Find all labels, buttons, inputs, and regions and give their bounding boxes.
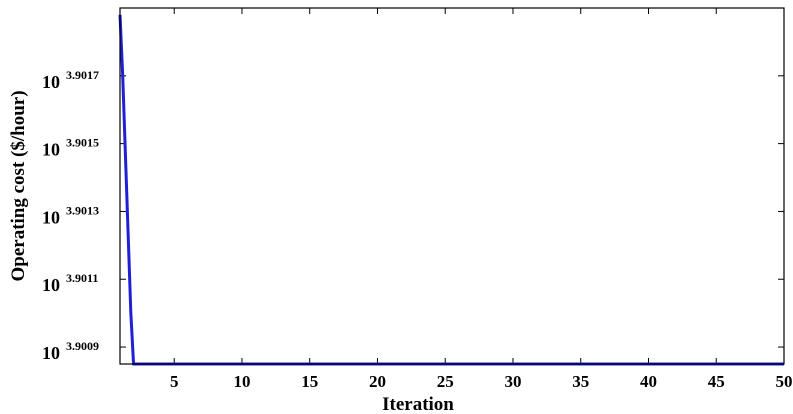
plot-frame	[119, 7, 785, 365]
x-tick-label: 50	[776, 372, 793, 391]
y-tick-label: 10	[42, 343, 60, 363]
x-tick-labels: 5 10 15 20 25 30 35 40 45 50	[170, 372, 793, 391]
x-tick-label: 30	[504, 372, 521, 391]
y-tick-exponent: 3.9017	[66, 68, 99, 82]
y-tick-label: 10	[42, 207, 60, 227]
x-tick-label: 35	[572, 372, 589, 391]
y-tick-exponent: 3.9015	[66, 136, 99, 150]
x-axis-title: Iteration	[382, 394, 454, 414]
y-tick-label: 10	[42, 275, 60, 295]
x-tick-label: 10	[233, 372, 250, 391]
y-tick-exponent: 3.9009	[66, 339, 99, 353]
y-tick-exponent: 3.9013	[66, 203, 99, 217]
x-tick-label: 40	[640, 372, 657, 391]
x-tick-label: 45	[708, 372, 725, 391]
y-tick-label: 10	[42, 140, 60, 160]
x-tick-label: 5	[170, 372, 179, 391]
x-tick-label: 15	[301, 372, 318, 391]
plot-area	[120, 8, 784, 364]
x-tick-label: 20	[369, 372, 386, 391]
y-tick-exponent: 3.9011	[66, 271, 98, 285]
tick-layer	[120, 8, 785, 364]
y-axis-title: Operating cost ($/hour)	[8, 90, 29, 281]
x-tick-label: 25	[437, 372, 454, 391]
y-tick-labels: 10 3.9009 10 3.9011 10 3.9013 10 3.9015 10 3.9017	[42, 68, 99, 363]
y-tick-label: 10	[42, 72, 60, 92]
